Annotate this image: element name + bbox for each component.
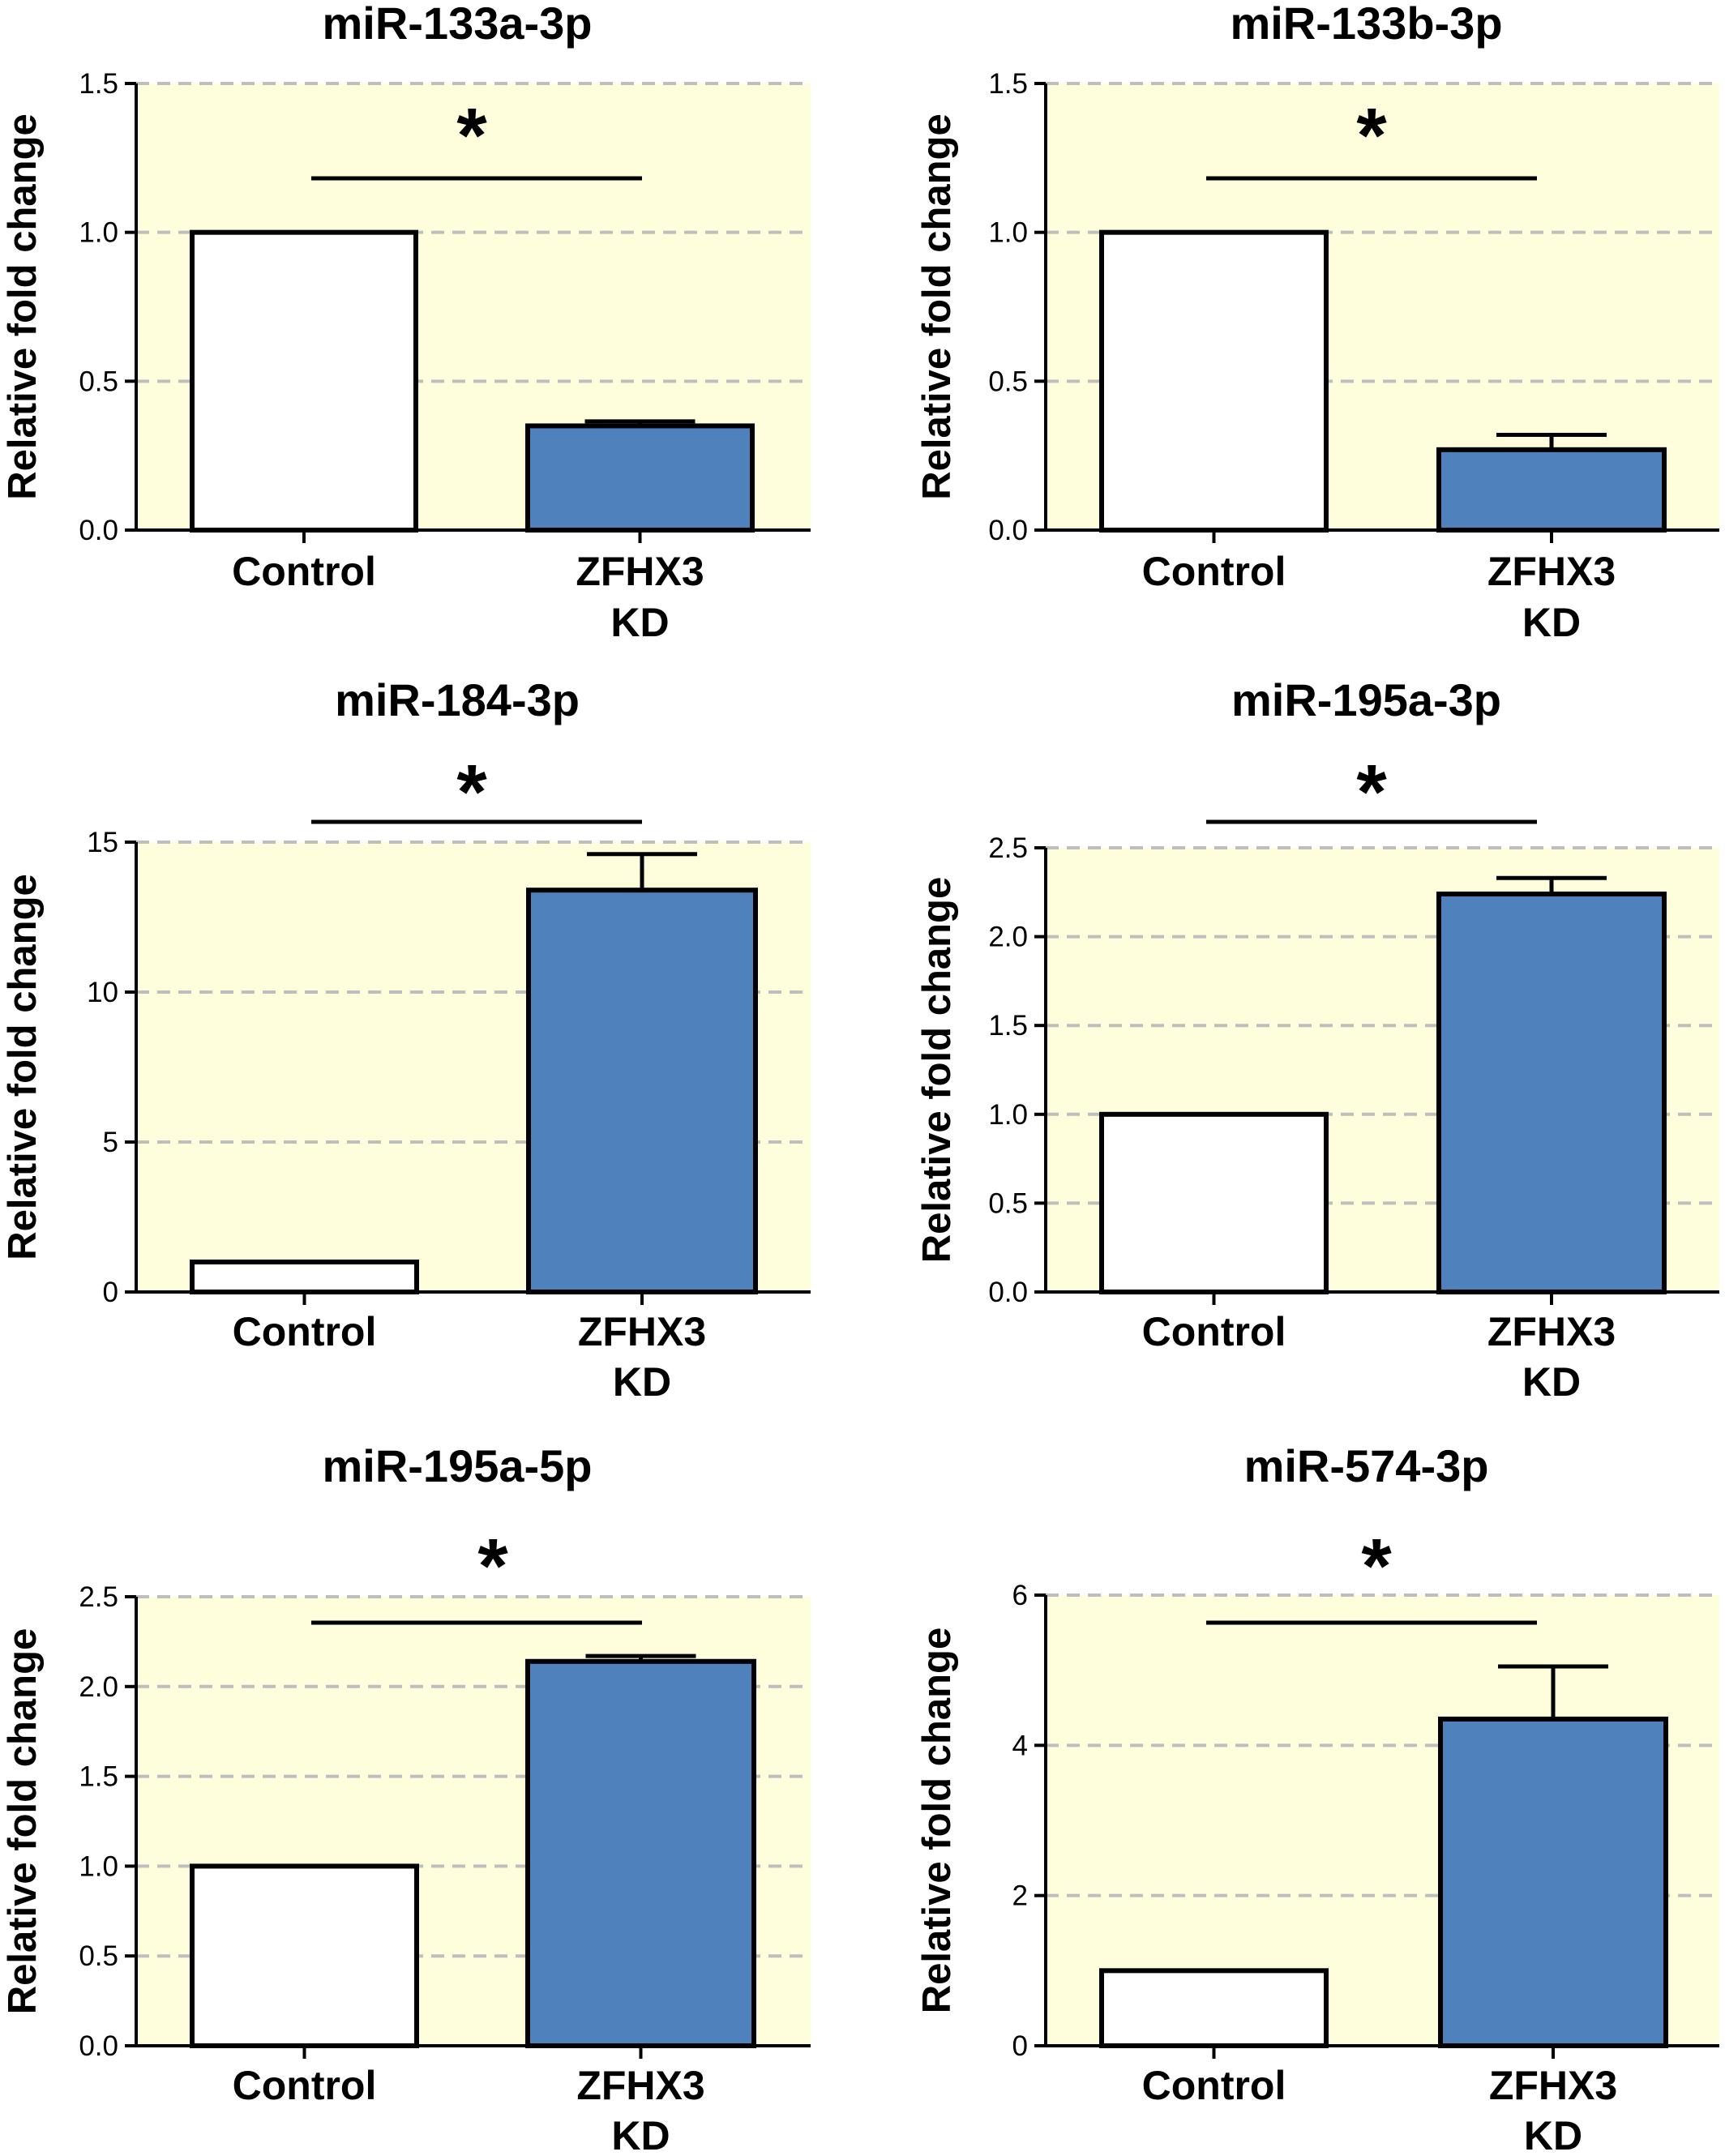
- x-category-label: KD: [1522, 600, 1581, 645]
- bar-control: [190, 1863, 419, 2048]
- x-category-label: ZFHX3: [1487, 549, 1616, 594]
- y-tick-label: 2.0: [988, 922, 1028, 953]
- chart-panel: 0 2 4 6 Control ZFHX3 KD miR-574-3p Relative fol…: [915, 1440, 1719, 2156]
- y-axis-label: Relative fold change: [915, 113, 959, 500]
- significance-star: *: [1356, 92, 1387, 179]
- y-tick-label: 0.0: [79, 515, 118, 546]
- x-category-label: Control: [233, 2063, 377, 2108]
- y-tick-label: 5: [103, 1127, 118, 1158]
- y-tick-label: 0.5: [988, 366, 1028, 397]
- bar-control: [1099, 229, 1329, 533]
- y-tick-label: 1.5: [79, 68, 118, 100]
- y-tick-label: 0.5: [79, 366, 118, 397]
- y-tick-label: 2.5: [79, 1581, 118, 1613]
- y-tick-label: 1.0: [988, 1099, 1028, 1131]
- bar-zfhx3-kd: [1436, 891, 1667, 1294]
- y-axis-label: Relative fold change: [1, 1628, 45, 2015]
- chart-title: miR-574-3p: [1244, 1440, 1489, 1491]
- chart-title: miR-133a-3p: [322, 0, 592, 49]
- y-tick-label: 0.0: [988, 515, 1028, 546]
- x-category-label: KD: [613, 1359, 671, 1405]
- y-tick-label: 0: [1012, 2030, 1028, 2062]
- x-category-label: KD: [1522, 1359, 1581, 1405]
- x-category-label: KD: [611, 2113, 670, 2156]
- x-category-label: ZFHX3: [576, 2063, 704, 2108]
- x-category-label: Control: [1142, 549, 1286, 594]
- y-tick-label: 0.0: [79, 2030, 118, 2062]
- chart-panel: 0.0 0.5 1.0 1.5 2.0 2.5 Control ZFHX3 KD miR-195a…: [915, 674, 1719, 1405]
- x-category-label: ZFHX3: [578, 1309, 706, 1354]
- x-category-label: Control: [232, 549, 376, 594]
- y-tick-label: 0.5: [988, 1187, 1028, 1219]
- bar-control: [1099, 1968, 1329, 2048]
- y-tick-label: 1.5: [988, 1010, 1028, 1042]
- x-category-label: Control: [1142, 2063, 1286, 2108]
- y-tick-label: 0.5: [79, 1940, 118, 1972]
- x-category-label: Control: [1142, 1309, 1286, 1354]
- bar-control: [190, 229, 418, 533]
- significance-star: *: [477, 1523, 508, 1610]
- y-tick-label: 1.5: [988, 68, 1028, 100]
- bar-control: [190, 1260, 419, 1294]
- y-tick-label: 2.5: [988, 832, 1028, 864]
- y-tick-label: 2.0: [79, 1671, 118, 1703]
- x-category-label: ZFHX3: [1489, 2063, 1617, 2108]
- chart-title: miR-184-3p: [335, 674, 580, 725]
- bar-zfhx3-kd: [525, 423, 755, 533]
- significance-star: *: [1356, 749, 1387, 836]
- y-tick-label: 1.5: [79, 1761, 118, 1793]
- chart-title: miR-133b-3p: [1230, 0, 1502, 49]
- bar-zfhx3-kd: [1438, 1716, 1668, 2048]
- y-axis-label: Relative fold change: [1, 113, 45, 500]
- y-tick-label: 6: [1012, 1580, 1028, 1611]
- significance-star: *: [1361, 1523, 1392, 1610]
- chart-title: miR-195a-5p: [322, 1440, 592, 1491]
- significance-star: *: [456, 749, 487, 836]
- y-tick-label: 0.0: [988, 1277, 1028, 1308]
- y-tick-label: 4: [1012, 1730, 1028, 1761]
- y-tick-label: 15: [87, 827, 118, 858]
- y-tick-label: 1.0: [988, 217, 1028, 249]
- y-tick-label: 1.0: [79, 217, 118, 249]
- x-category-label: ZFHX3: [576, 549, 704, 594]
- x-category-label: KD: [610, 600, 669, 645]
- chart-panel: 0.0 0.5 1.0 1.5 2.0 2.5 Control ZFHX3 KD miR-195a…: [1, 1440, 811, 2156]
- y-axis-label: Relative fold change: [915, 1628, 959, 2014]
- y-axis-label: Relative fold change: [1, 874, 45, 1260]
- chart-panel: 0.0 0.5 1.0 1.5 Control ZFHX3 KD miR-133a-3p Rel…: [1, 0, 811, 645]
- bar-zfhx3-kd: [1436, 447, 1667, 533]
- y-tick-label: 10: [87, 977, 118, 1008]
- y-tick-label: 0: [103, 1277, 118, 1308]
- x-category-label: Control: [233, 1309, 377, 1354]
- chart-panel: 0 5 10 15 Control ZFHX3 KD miR-184-3p Relative f…: [1, 674, 811, 1405]
- significance-star: *: [456, 92, 487, 179]
- chart-panel: 0.0 0.5 1.0 1.5 Control ZFHX3 KD miR-133b-3p Rel…: [915, 0, 1719, 645]
- bar-zfhx3-kd: [525, 1658, 756, 2048]
- y-tick-label: 1.0: [79, 1850, 118, 1882]
- x-category-label: KD: [1524, 2113, 1582, 2156]
- x-category-label: ZFHX3: [1487, 1309, 1616, 1354]
- bar-control: [1099, 1111, 1329, 1295]
- y-tick-label: 2: [1012, 1880, 1028, 1912]
- y-axis-label: Relative fold change: [915, 877, 959, 1264]
- bar-zfhx3-kd: [526, 888, 758, 1294]
- chart-title: miR-195a-3p: [1231, 674, 1501, 725]
